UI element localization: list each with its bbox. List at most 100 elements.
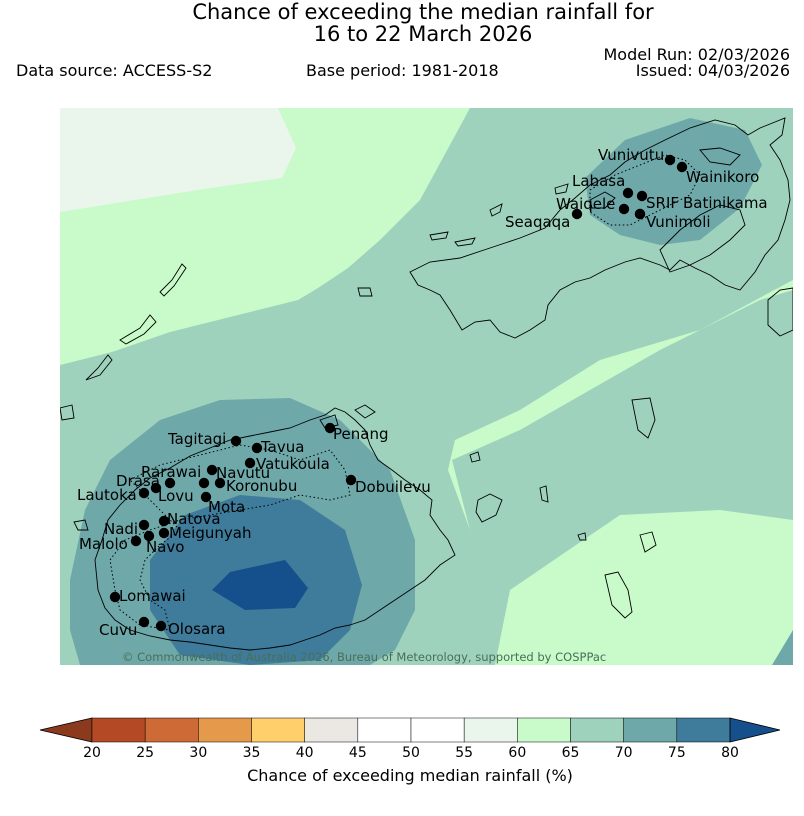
colorbar-segment bbox=[198, 717, 252, 743]
station-label-seaqaqa: Seaqaqa bbox=[505, 213, 570, 231]
station-marker-navo bbox=[143, 530, 155, 542]
station-label-nadi: Nadi bbox=[104, 520, 138, 538]
colorbar-arrow-high bbox=[729, 717, 781, 743]
station-label-mota: Mota bbox=[208, 498, 245, 516]
colorbar-segment bbox=[623, 717, 678, 743]
station-marker-meigunyah bbox=[158, 527, 170, 539]
station-marker-srif bbox=[636, 190, 648, 202]
colorbar-tick-label: 55 bbox=[455, 745, 474, 761]
station-marker-labasa bbox=[622, 187, 634, 199]
colorbar-segment bbox=[570, 717, 624, 743]
colorbar-segment bbox=[144, 717, 199, 743]
colorbar-tick-label: 20 bbox=[83, 745, 101, 761]
station-marker-rarawai bbox=[206, 464, 218, 476]
station-label-dobuilevu: Dobuilevu bbox=[355, 478, 431, 496]
station-marker-natova bbox=[158, 515, 170, 527]
base-period: Base period: 1981-2018 bbox=[306, 61, 499, 80]
colorbar-tick-label: 60 bbox=[508, 745, 527, 761]
station-marker-tagitagi bbox=[230, 435, 242, 447]
zone-70-75-north bbox=[585, 118, 762, 245]
station-marker-dobuilevu bbox=[345, 474, 357, 486]
data-source: Data source: ACCESS-S2 bbox=[16, 61, 213, 80]
colorbar-tick-label: 80 bbox=[721, 745, 739, 761]
colorbar-segment bbox=[304, 717, 359, 743]
station-marker-olosara bbox=[155, 620, 167, 632]
station-label-malolo: Malolo bbox=[79, 535, 128, 553]
colorbar bbox=[39, 717, 781, 743]
station-marker-lovu bbox=[150, 482, 162, 494]
colorbar-tick-label: 30 bbox=[189, 745, 208, 761]
station-label-tagitagi: Tagitagi bbox=[167, 430, 226, 448]
colorbar-segment bbox=[251, 717, 305, 743]
station-label-labasa: Labasa bbox=[572, 172, 625, 190]
map-fill-layers bbox=[60, 108, 793, 665]
map-title-line1: Chance of exceeding the median rainfall … bbox=[192, 0, 654, 24]
station-label-navutu: Navutu bbox=[216, 464, 270, 482]
station-label-waiqele: Waiqele bbox=[556, 195, 615, 213]
station-marker-penang bbox=[324, 422, 336, 434]
station-marker-malolo bbox=[130, 535, 142, 547]
station-marker-mota bbox=[200, 491, 212, 503]
colorbar-arrow-low bbox=[39, 717, 93, 743]
station-label-vunivutu: Vunivutu bbox=[598, 146, 664, 164]
station-label-vatukoula: Vatukoula bbox=[256, 455, 330, 473]
station-label-batinikama: Batinikama bbox=[683, 194, 768, 212]
station-label-vunimoli: Vunimoli bbox=[646, 213, 711, 231]
issued-date: Issued: 04/03/2026 bbox=[635, 61, 790, 80]
colorbar-tick-label: 50 bbox=[402, 745, 420, 761]
station-marker-wainikoro bbox=[676, 161, 688, 173]
station-label-koronubu: Koronubu bbox=[226, 477, 297, 495]
colorbar-segment bbox=[357, 717, 412, 743]
colorbar-tick-label: 75 bbox=[667, 745, 686, 761]
colorbar-segment bbox=[410, 717, 465, 743]
station-label-olosara: Olosara bbox=[168, 620, 226, 638]
station-marker-tavua bbox=[251, 442, 263, 454]
station-marker-koronubu bbox=[214, 477, 226, 489]
colorbar-tick-label: 45 bbox=[348, 745, 367, 761]
station-label-meigunyah: Meigunyah bbox=[169, 524, 251, 542]
station-label-lovu: Lovu bbox=[158, 487, 194, 505]
station-marker-drasa bbox=[164, 477, 176, 489]
stations-layer: Vunivutu Wainikoro Labasa SRIF Waiqele Batini… bbox=[77, 146, 768, 639]
station-label-drasa: Drasa bbox=[116, 472, 160, 490]
map-title-line2: 16 to 22 March 2026 bbox=[313, 22, 533, 46]
colorbar-segment bbox=[91, 717, 146, 743]
colorbar-tick-label: 65 bbox=[561, 745, 580, 761]
zone-70-75-corner bbox=[772, 630, 793, 665]
colorbar-segment bbox=[517, 717, 571, 743]
station-marker-cuvu bbox=[138, 616, 150, 628]
coastlines bbox=[60, 117, 793, 651]
station-label-lautoka: Lautoka bbox=[77, 486, 137, 504]
station-marker-vatukoula bbox=[244, 457, 256, 469]
station-marker-vunimoli bbox=[634, 208, 646, 220]
station-marker-seaqaqa bbox=[571, 208, 583, 220]
station-marker-nadi bbox=[138, 519, 150, 531]
catchment-boundaries bbox=[109, 154, 701, 631]
zone-80-plus bbox=[212, 560, 308, 610]
station-label-lomawai: Lomawai bbox=[119, 587, 186, 605]
colorbar-tick-label: 70 bbox=[614, 745, 633, 761]
colorbar-segment bbox=[463, 717, 518, 743]
station-label-penang: Penang bbox=[333, 425, 388, 443]
colorbar-title: Chance of exceeding median rainfall (%) bbox=[247, 766, 573, 785]
colorbar-tick-label: 25 bbox=[136, 745, 155, 761]
zone-55-60 bbox=[60, 108, 296, 212]
map-credit: © Commonwealth of Australia 2026, Bureau… bbox=[122, 650, 606, 664]
station-label-wainikoro: Wainikoro bbox=[686, 168, 759, 186]
station-label-rarawai: Rarawai bbox=[141, 463, 201, 481]
model-run: Model Run: 02/03/2026 bbox=[603, 45, 791, 64]
colorbar-tick-label: 35 bbox=[242, 745, 261, 761]
station-label-tavua: Tavua bbox=[260, 438, 304, 456]
station-marker-lautoka bbox=[138, 487, 150, 499]
colorbar-tick-label: 40 bbox=[295, 745, 314, 761]
colorbar-segment bbox=[676, 717, 731, 743]
station-label-srif: SRIF bbox=[646, 194, 679, 212]
station-marker-vunivutu bbox=[664, 154, 676, 166]
station-label-natova: Natova bbox=[167, 510, 221, 528]
station-marker-waiqele bbox=[618, 203, 630, 215]
station-label-navo: Navo bbox=[146, 538, 184, 556]
station-marker-navutu bbox=[198, 477, 210, 489]
station-marker-lomawai bbox=[109, 591, 121, 603]
station-label-cuvu: Cuvu bbox=[99, 621, 137, 639]
